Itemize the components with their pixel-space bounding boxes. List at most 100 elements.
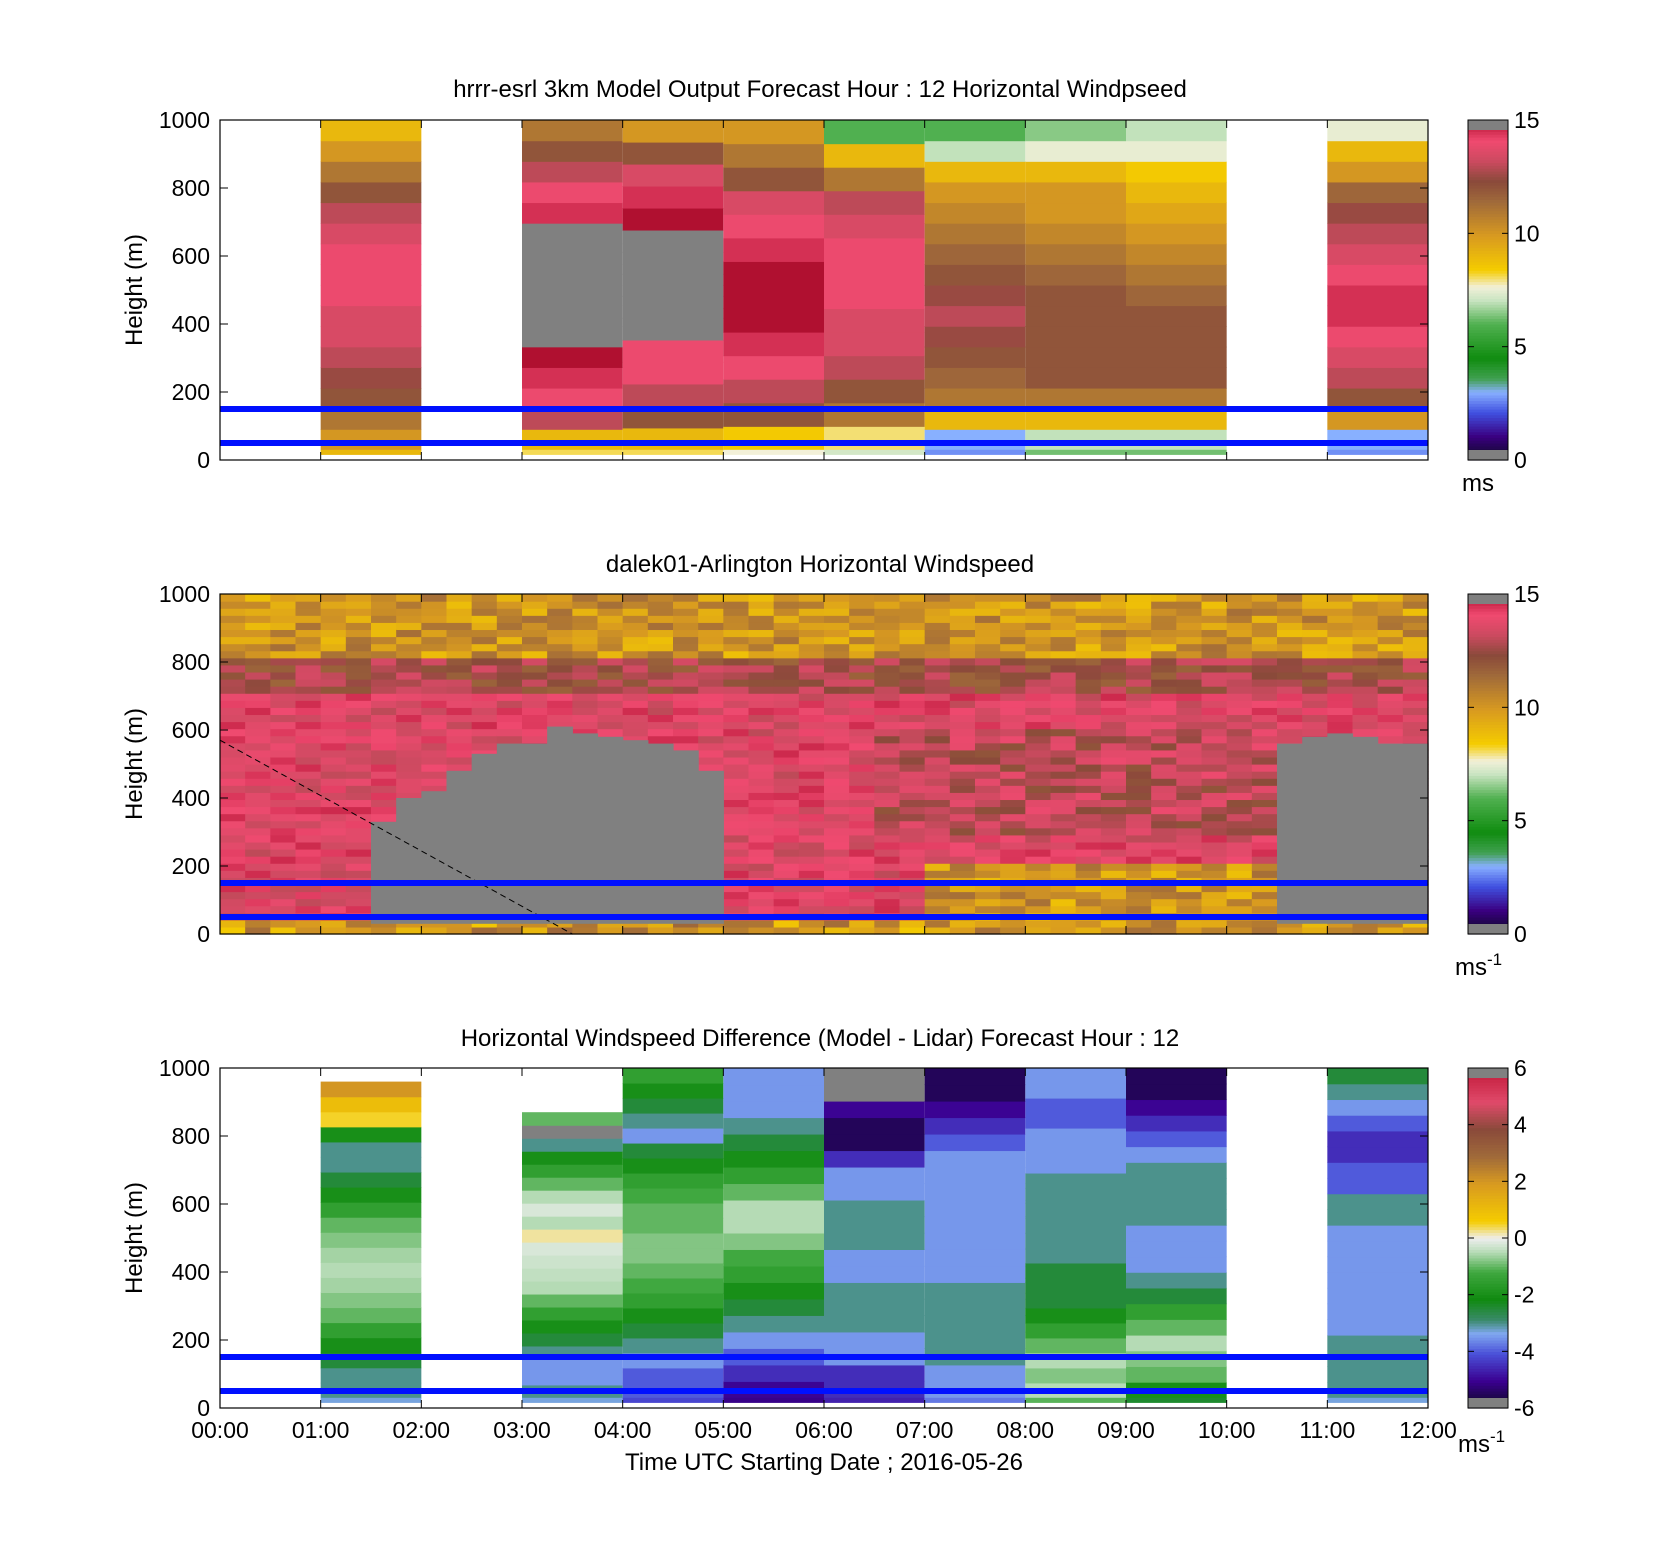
heatmap-cell bbox=[1327, 1209, 1428, 1226]
heatmap-cell bbox=[899, 643, 926, 652]
heatmap-cell bbox=[345, 615, 372, 623]
heatmap-cell bbox=[1151, 643, 1177, 652]
heatmap-cell bbox=[572, 926, 599, 935]
heatmap-cell bbox=[1226, 863, 1253, 871]
heatmap-cell bbox=[496, 643, 523, 652]
heatmap-cell bbox=[1377, 671, 1404, 680]
heatmap-cell bbox=[874, 919, 901, 928]
heatmap-cell bbox=[1377, 615, 1404, 623]
heatmap-cell bbox=[748, 594, 775, 602]
heatmap-cell bbox=[245, 749, 271, 758]
heatmap-cell bbox=[1201, 771, 1228, 779]
heatmap-cell bbox=[320, 636, 347, 645]
x-tick-label: 07:00 bbox=[896, 1417, 954, 1443]
heatmap-cell bbox=[295, 679, 322, 687]
heatmap-cell bbox=[1352, 608, 1379, 616]
missing-cell bbox=[396, 798, 422, 924]
heatmap-cell bbox=[597, 643, 624, 652]
heatmap-cell bbox=[1025, 629, 1052, 638]
heatmap-cell bbox=[723, 898, 750, 907]
heatmap-cell bbox=[371, 742, 397, 751]
heatmap-cell bbox=[270, 664, 297, 673]
heatmap-cell bbox=[723, 813, 750, 822]
heatmap-cell bbox=[320, 1292, 422, 1309]
heatmap-cell bbox=[1100, 820, 1127, 829]
heatmap-cell bbox=[421, 778, 448, 786]
heatmap-cell bbox=[824, 261, 925, 286]
heatmap-cell bbox=[522, 679, 548, 687]
heatmap-cell bbox=[1327, 700, 1354, 708]
heatmap-cell bbox=[396, 714, 422, 723]
colorbar-segment bbox=[1468, 190, 1508, 195]
heatmap-cell bbox=[597, 679, 624, 687]
colorbar-segment bbox=[1468, 185, 1508, 189]
heatmap-cell bbox=[1100, 629, 1127, 638]
heatmap-cell bbox=[295, 905, 322, 914]
heatmap-cell bbox=[824, 771, 850, 779]
heatmap-cell bbox=[1000, 820, 1026, 829]
heatmap-cell bbox=[1025, 1247, 1126, 1264]
heatmap-cell bbox=[245, 813, 271, 822]
colorbar-segment bbox=[1468, 1289, 1508, 1293]
heatmap-cell bbox=[1201, 785, 1228, 793]
heatmap-cell bbox=[421, 636, 448, 645]
heatmap-cell bbox=[1201, 756, 1228, 765]
heatmap-cell bbox=[1277, 926, 1303, 935]
heatmap-cell bbox=[320, 870, 347, 878]
heatmap-cell bbox=[748, 735, 775, 744]
heatmap-cell bbox=[1176, 827, 1203, 836]
heatmap-cell bbox=[1251, 919, 1278, 928]
heatmap-cell bbox=[572, 728, 599, 737]
heatmap-cell bbox=[295, 863, 322, 871]
colorbar-segment bbox=[1468, 392, 1508, 396]
colorbar-segment bbox=[1468, 1337, 1508, 1341]
heatmap-cell bbox=[220, 671, 246, 680]
colorbar-segment bbox=[1468, 693, 1508, 697]
heatmap-cell bbox=[1025, 714, 1052, 723]
heatmap-cell bbox=[496, 686, 523, 694]
colorbar-segment bbox=[1468, 1127, 1508, 1131]
heatmap-cell bbox=[1151, 693, 1177, 701]
heatmap-cell bbox=[245, 679, 271, 687]
heatmap-cell bbox=[1377, 735, 1404, 744]
heatmap-cell bbox=[270, 834, 297, 843]
heatmap-cell bbox=[1126, 120, 1227, 142]
heatmap-cell bbox=[547, 629, 573, 638]
colorbar-segment bbox=[1468, 1306, 1508, 1310]
heatmap-cell bbox=[798, 615, 825, 623]
colorbar-segment bbox=[1468, 403, 1508, 407]
colorbar-segment bbox=[1468, 1178, 1508, 1182]
heatmap-cell bbox=[345, 700, 372, 708]
heatmap-cell bbox=[975, 884, 1001, 893]
colorbar-cap bbox=[1468, 594, 1508, 604]
colorbar-segment bbox=[1468, 798, 1508, 802]
heatmap-cell bbox=[220, 643, 246, 652]
heatmap-cell bbox=[1126, 181, 1227, 204]
heatmap-cell bbox=[849, 664, 875, 673]
heatmap-cell bbox=[1000, 594, 1026, 602]
heatmap-cell bbox=[597, 700, 624, 708]
heatmap-cell bbox=[1251, 608, 1278, 616]
heatmap-cell bbox=[245, 863, 271, 871]
heatmap-cell bbox=[320, 721, 347, 730]
heatmap-cell bbox=[723, 905, 750, 914]
chart-title: dalek01-Arlington Horizontal Windspeed bbox=[606, 551, 1034, 578]
heatmap-cell bbox=[1201, 636, 1228, 645]
heatmap-cell bbox=[824, 1150, 925, 1168]
heatmap-cell bbox=[723, 1166, 824, 1185]
missing-cell bbox=[522, 743, 548, 924]
heatmap-cell bbox=[899, 884, 926, 893]
heatmap-cell bbox=[220, 891, 246, 900]
heatmap-cell bbox=[1352, 714, 1379, 723]
heatmap-cell bbox=[1126, 785, 1152, 793]
heatmap-cell bbox=[371, 749, 397, 758]
heatmap-cell bbox=[270, 707, 297, 716]
heatmap-cell bbox=[1251, 905, 1278, 914]
heatmap-cell bbox=[723, 1183, 824, 1201]
heatmap-cell bbox=[1000, 643, 1026, 652]
heatmap-cell bbox=[824, 636, 850, 645]
heatmap-cell bbox=[798, 664, 825, 673]
heatmap-cell bbox=[1050, 636, 1077, 645]
heatmap-cell bbox=[471, 721, 498, 730]
